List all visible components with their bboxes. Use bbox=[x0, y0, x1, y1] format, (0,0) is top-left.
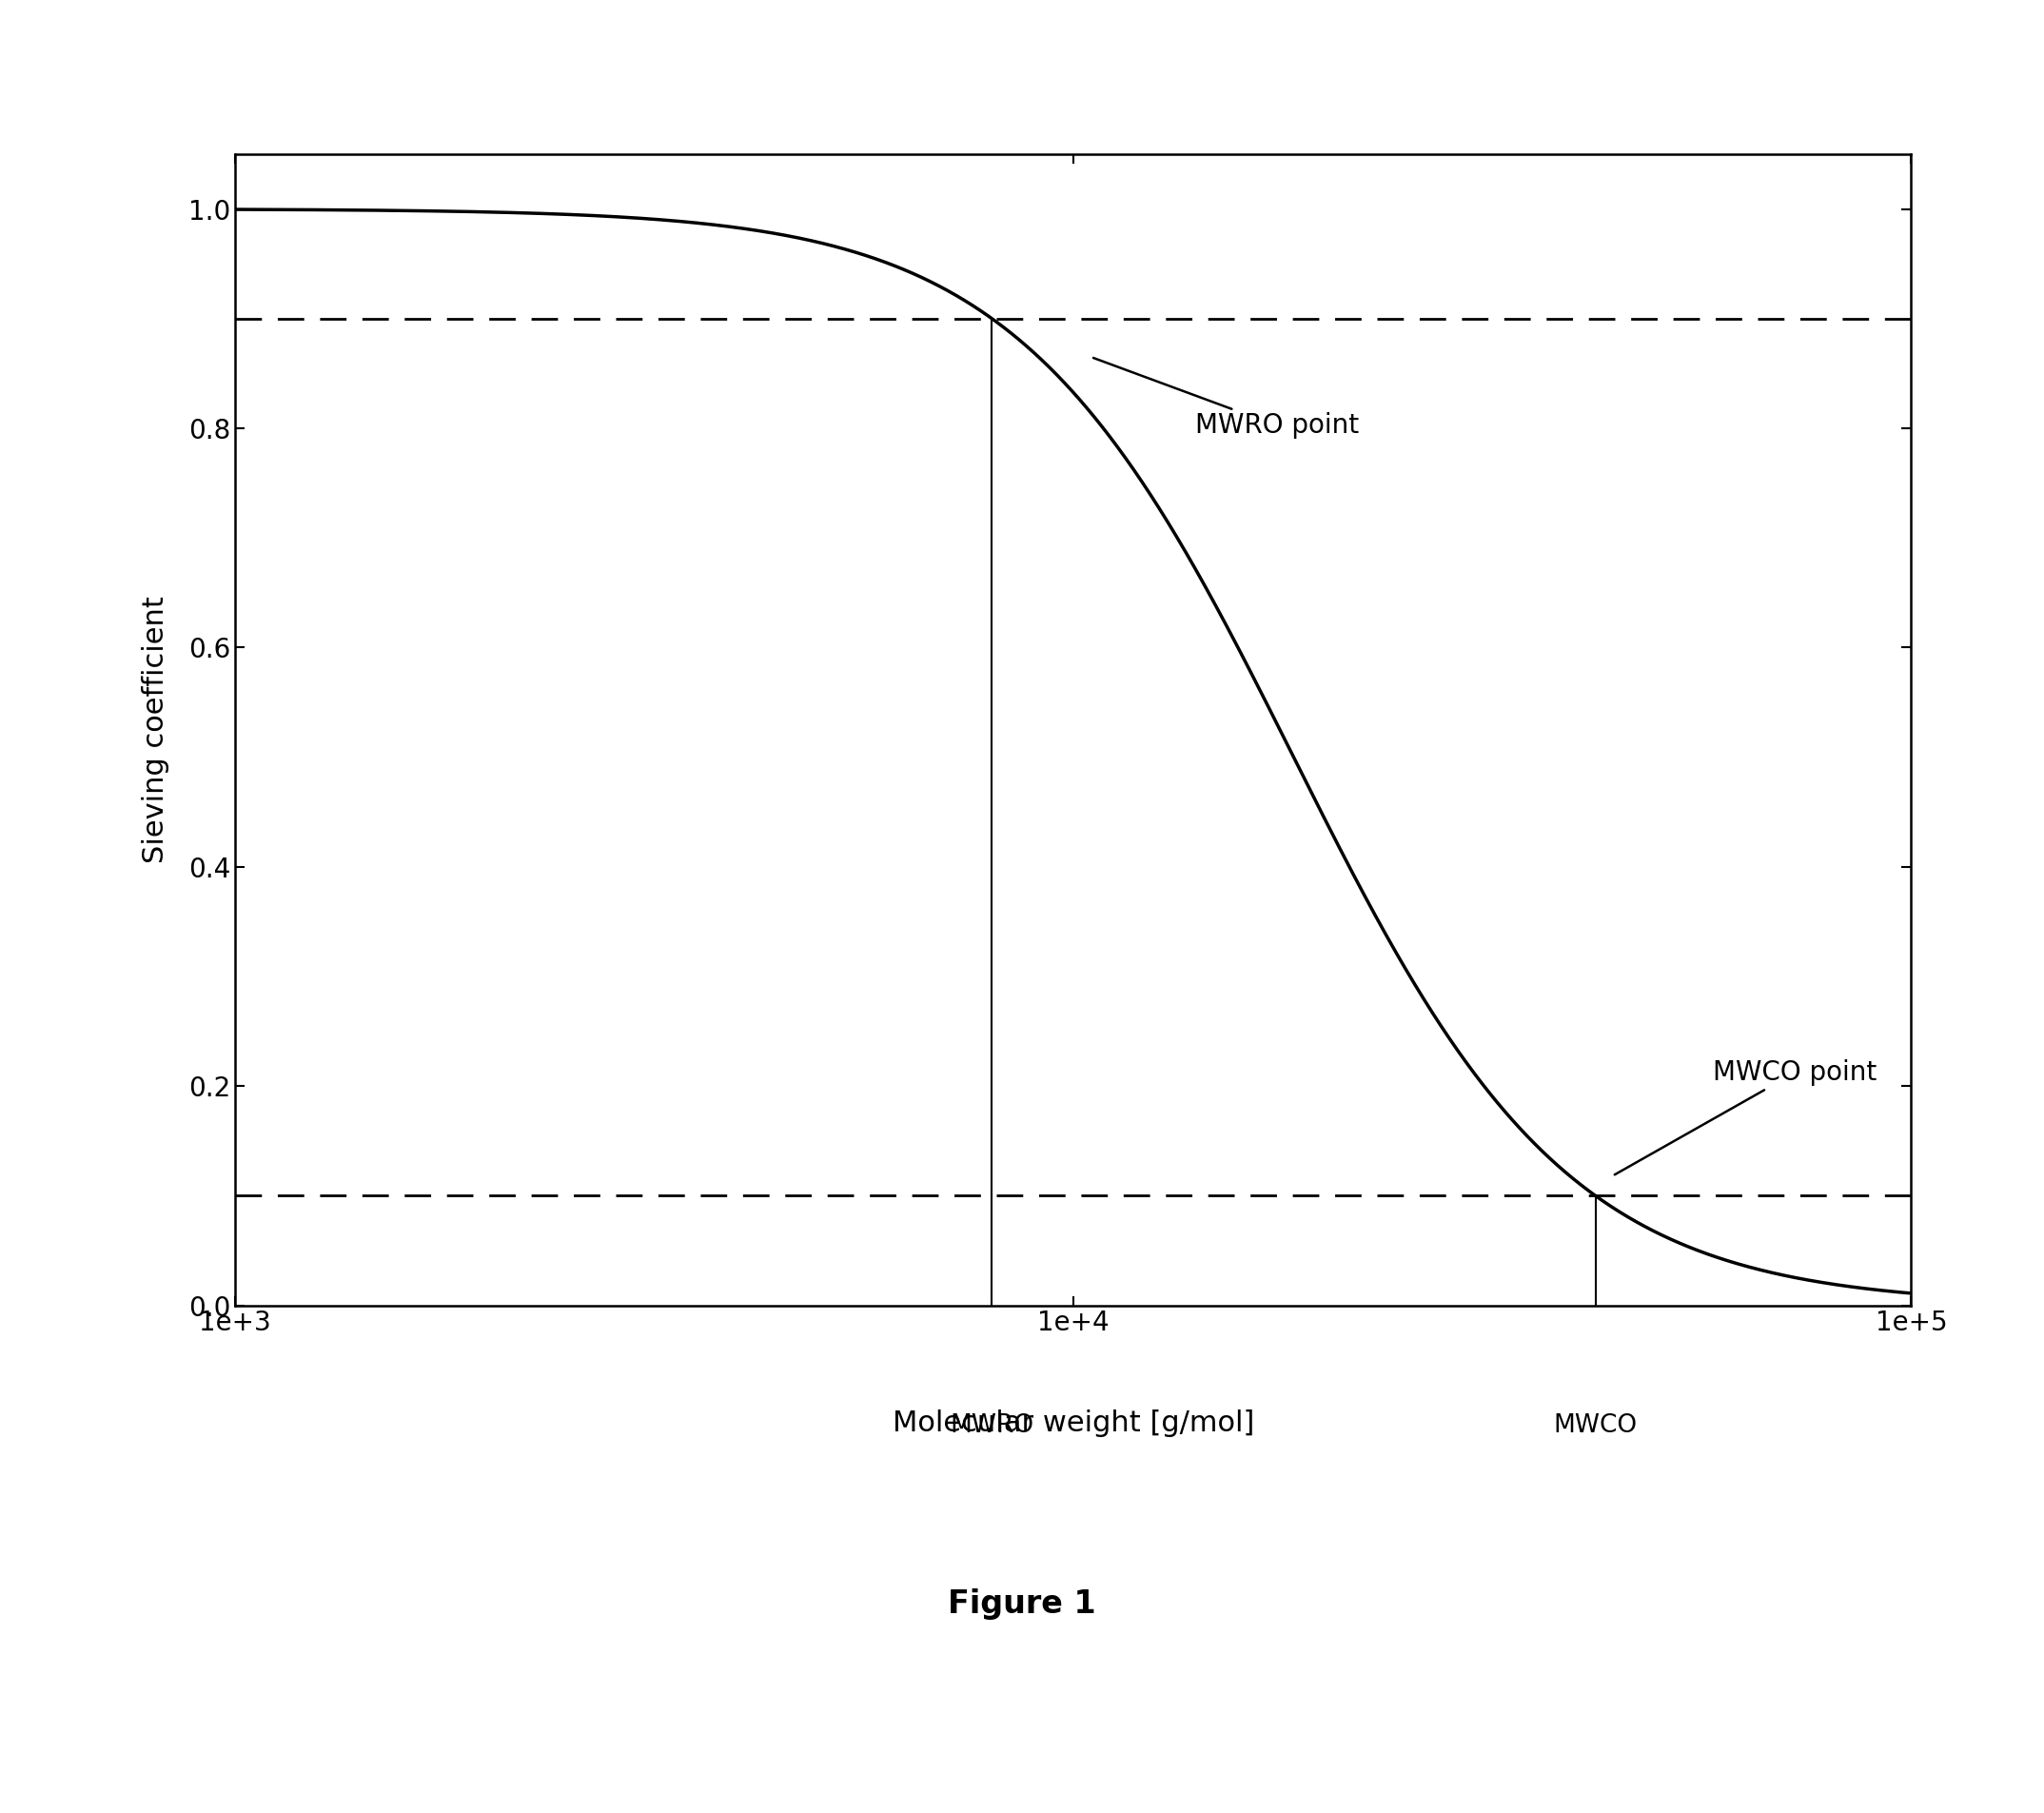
Text: Figure 1: Figure 1 bbox=[948, 1588, 1096, 1621]
Text: MWRO point: MWRO point bbox=[1094, 357, 1359, 439]
X-axis label: Molecular weight [g/mol]: Molecular weight [g/mol] bbox=[891, 1409, 1255, 1438]
Text: MWRO: MWRO bbox=[950, 1412, 1034, 1438]
Text: MWCO point: MWCO point bbox=[1615, 1059, 1876, 1175]
Y-axis label: Sieving coefficient: Sieving coefficient bbox=[143, 596, 170, 863]
Text: MWCO: MWCO bbox=[1553, 1412, 1637, 1438]
